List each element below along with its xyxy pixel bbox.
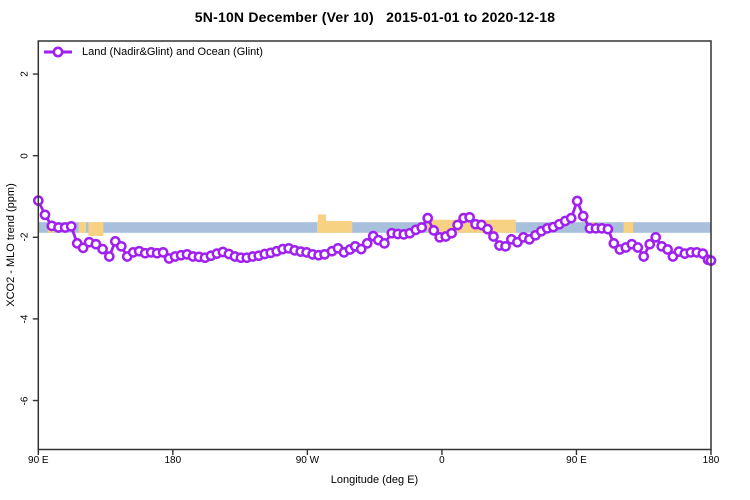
land-patch [317, 220, 353, 233]
x-axis-title: Longitude (deg E) [330, 474, 419, 486]
data-point [39, 209, 51, 221]
land-patch [88, 222, 104, 237]
data-point [428, 225, 440, 236]
data-point [482, 223, 493, 235]
legend-marker-icon [44, 46, 72, 58]
data-point [90, 238, 102, 250]
y-tick-label: -6 [19, 396, 31, 405]
x-tick-label: 180 [164, 455, 182, 466]
y-axis-title: XCO2 - MLO trend (ppm) [5, 183, 17, 307]
data-point [632, 242, 644, 253]
data-point [644, 238, 656, 250]
data-point [577, 210, 589, 222]
x-tick-label: 0 [439, 455, 445, 466]
ocean-band [38, 222, 712, 233]
y-tick-label: 2 [19, 71, 31, 77]
data-point [608, 238, 620, 249]
data-point [157, 247, 169, 258]
data-point [97, 243, 108, 255]
x-tick-label: 90 E [28, 455, 49, 466]
data-point [422, 212, 434, 224]
x-tick-label: 90 W [295, 455, 320, 466]
legend-label: Land (Nadir&Glint) and Ocean (Glint) [82, 46, 263, 58]
data-point [565, 212, 577, 224]
y-tick-label: 0 [19, 152, 31, 159]
data-point [571, 195, 583, 207]
plot-border [37, 40, 712, 451]
data-point [452, 219, 463, 231]
legend: Land (Nadir&Glint) and Ocean (Glint) [43, 45, 263, 59]
data-point [638, 251, 650, 262]
data-point [115, 240, 127, 252]
data-point [103, 251, 115, 262]
data-point [446, 227, 457, 239]
x-tick-label: 90 E [566, 455, 587, 466]
data-point [65, 220, 77, 232]
page-title: 5N-10N December (Ver 10) 2015-01-01 to 2… [194, 9, 556, 25]
data-point [602, 223, 614, 235]
data-point [355, 243, 367, 255]
y-tick-label: -2 [19, 232, 31, 242]
data-point [464, 211, 475, 223]
y-tick-label: -4 [19, 314, 31, 324]
data-point [416, 222, 428, 233]
data-point [379, 238, 390, 249]
data-point [361, 238, 373, 249]
data-point [650, 231, 662, 243]
data-point [77, 242, 89, 254]
data-point [662, 244, 673, 255]
land-patch [623, 222, 634, 233]
land-patch [78, 222, 87, 233]
x-tick-label: 180 [702, 455, 720, 466]
land-patch [317, 214, 327, 233]
data-point [500, 240, 511, 252]
data-point [488, 231, 499, 242]
